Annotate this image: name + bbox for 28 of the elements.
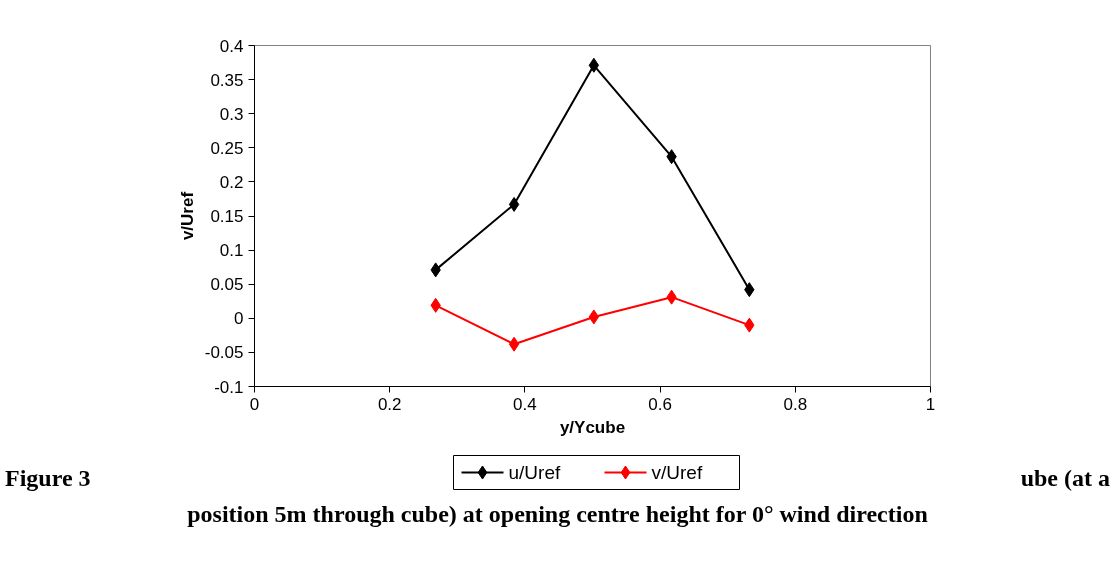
x-tick-label: 0.8 bbox=[783, 394, 808, 414]
x-axis-title: y/Ycube bbox=[559, 417, 626, 437]
caption: Figure 3 bbox=[5, 464, 91, 493]
legend-label: u/Uref bbox=[508, 462, 561, 483]
x-tick-label: 1 bbox=[925, 394, 936, 414]
y-tick-label: 0.25 bbox=[210, 138, 244, 158]
x-tick-label: 0.6 bbox=[648, 394, 672, 414]
text: position 5m through cube) at opening centre height for 0° wind direction bbox=[186, 500, 929, 529]
y-tick-label: 0.35 bbox=[210, 70, 244, 90]
point bbox=[588, 57, 600, 73]
x-tick-label: 0.4 bbox=[513, 394, 537, 414]
y-tick-label: -0.1 bbox=[214, 377, 244, 397]
y-axis-title: v/Uref bbox=[177, 191, 197, 241]
point bbox=[588, 309, 600, 325]
text: ube (at a bbox=[1020, 464, 1110, 493]
x-tick-label: 0 bbox=[249, 394, 260, 414]
x-tick-label: 0.2 bbox=[377, 394, 402, 414]
y-tick-label: 0.15 bbox=[210, 207, 244, 226]
y-tick-label: -0.05 bbox=[204, 343, 244, 363]
y-tick-label: 0.3 bbox=[219, 104, 244, 124]
y-tick-label: 0.05 bbox=[210, 275, 244, 295]
legend-label: v/Uref bbox=[651, 462, 703, 483]
y-tick-label: 0.1 bbox=[219, 241, 244, 261]
point bbox=[508, 196, 520, 212]
y-tick-label: 0 bbox=[234, 309, 244, 329]
point bbox=[508, 336, 520, 352]
y-tick-label: 0.2 bbox=[219, 172, 244, 192]
y-tick-label: 0.4 bbox=[219, 36, 244, 56]
